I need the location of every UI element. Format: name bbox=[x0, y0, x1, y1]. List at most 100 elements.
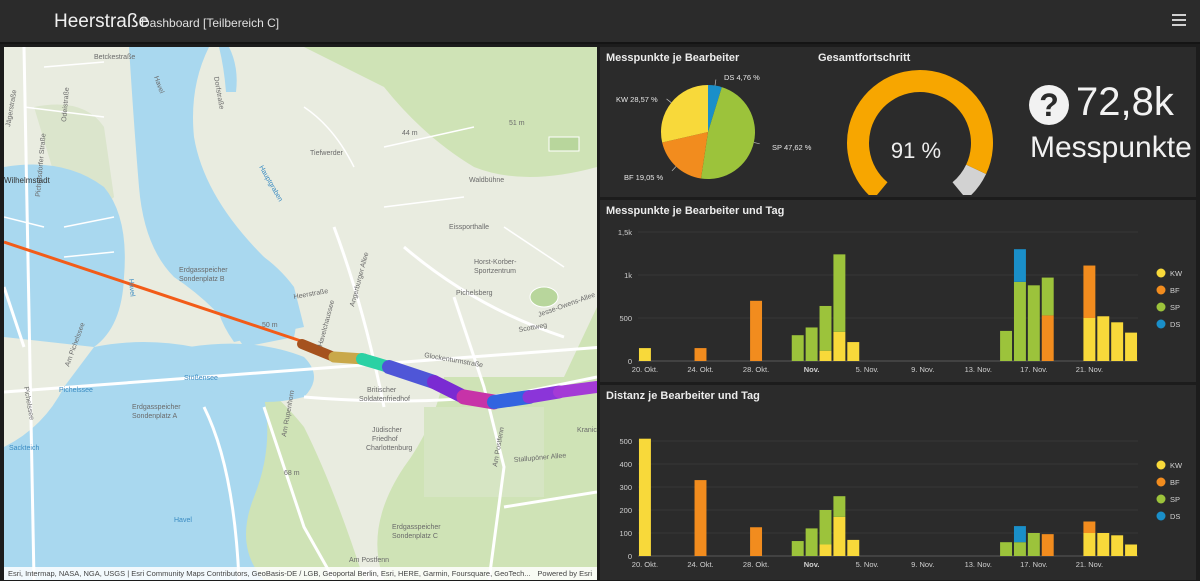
map-label: Britischer bbox=[367, 387, 397, 394]
x-tick-label: 20. Okt. bbox=[632, 365, 658, 374]
bar-kw[interactable] bbox=[847, 342, 860, 361]
pie-chart: DS 4,76 % SP 47,62 % BF 19,05 % KW 28,57 % bbox=[616, 73, 812, 182]
bar-sp[interactable] bbox=[1000, 330, 1013, 361]
y-tick-label: 1k bbox=[624, 271, 632, 280]
gauge-chart bbox=[847, 70, 993, 195]
map-label: Waldbühne bbox=[469, 177, 504, 184]
bar-bf[interactable] bbox=[750, 527, 763, 556]
bar-kw[interactable] bbox=[1097, 533, 1110, 556]
bar-kw[interactable] bbox=[1097, 316, 1110, 361]
bar-kw[interactable] bbox=[833, 331, 846, 361]
bar-sp[interactable] bbox=[819, 510, 832, 545]
x-tick-label: 5. Nov. bbox=[856, 560, 879, 569]
gauge-value: 91 % bbox=[890, 138, 942, 163]
map-label: Sackteich bbox=[9, 445, 39, 452]
bar-sp[interactable] bbox=[1000, 542, 1013, 556]
bar-bf[interactable] bbox=[1041, 315, 1054, 361]
bar-bf[interactable] bbox=[694, 480, 707, 556]
legend-swatch-ds bbox=[1156, 319, 1166, 329]
legend-swatch-bf bbox=[1156, 285, 1166, 295]
map-label: Stallupöner Allee bbox=[514, 452, 567, 464]
chart1-title: Messpunkte je Bearbeiter und Tag bbox=[606, 205, 785, 217]
bar-kw[interactable] bbox=[1125, 544, 1138, 557]
map-label: Eissporthalle bbox=[449, 224, 489, 231]
powered-by-text[interactable]: Powered by Esri bbox=[537, 569, 592, 578]
bar-sp[interactable] bbox=[1027, 533, 1040, 556]
bar-kw[interactable] bbox=[638, 348, 651, 361]
bar-bf[interactable] bbox=[1041, 534, 1054, 556]
legend-label-sp[interactable]: SP bbox=[1170, 303, 1180, 312]
map-label: Odeistraße bbox=[61, 87, 71, 122]
bar-sp[interactable] bbox=[805, 327, 818, 361]
legend-swatch-bf bbox=[1156, 477, 1166, 487]
bar-ds[interactable] bbox=[1013, 249, 1026, 282]
bar-sp[interactable] bbox=[1041, 277, 1054, 316]
bar-kw[interactable] bbox=[819, 544, 832, 557]
bar-bf[interactable] bbox=[694, 348, 707, 361]
map-label: Friedhof bbox=[372, 436, 398, 443]
map-label: Havel bbox=[174, 517, 192, 524]
gauge-track bbox=[952, 164, 987, 195]
y-tick-label: 1,5k bbox=[618, 228, 632, 237]
menu-icon[interactable] bbox=[1172, 14, 1186, 26]
map-attribution: Esri, Intermap, NASA, NGA, USGS | Esri C… bbox=[4, 567, 597, 580]
map-label: Charlottenburg bbox=[366, 445, 412, 452]
legend-label-ds[interactable]: DS bbox=[1170, 320, 1180, 329]
bar-bf[interactable] bbox=[1083, 265, 1096, 318]
pie-slice-ds[interactable] bbox=[708, 85, 722, 132]
legend-label-bf[interactable]: BF bbox=[1170, 286, 1180, 295]
map-label: Stößensee bbox=[184, 375, 218, 382]
bar-kw[interactable] bbox=[1083, 533, 1096, 556]
pie-slice-bf[interactable] bbox=[662, 132, 708, 179]
map-label: Sondenplatz C bbox=[392, 533, 438, 540]
pie-label-sp: SP 47,62 % bbox=[772, 143, 812, 152]
bar-sp[interactable] bbox=[1013, 281, 1026, 361]
pie-leader-line bbox=[753, 142, 760, 145]
legend-label-bf[interactable]: BF bbox=[1170, 478, 1180, 487]
pie-slice-sp[interactable] bbox=[700, 87, 755, 179]
pie-leader-line bbox=[666, 98, 672, 103]
bar-bf[interactable] bbox=[750, 300, 763, 361]
pie-leader-line bbox=[671, 166, 677, 172]
app-title: Heerstraße bbox=[54, 11, 150, 32]
legend-swatch-ds bbox=[1156, 511, 1166, 521]
bar-kw[interactable] bbox=[1125, 332, 1138, 361]
bar-kw[interactable] bbox=[1083, 318, 1096, 361]
pie-slice-kw[interactable] bbox=[661, 85, 708, 143]
legend-label-kw[interactable]: KW bbox=[1170, 269, 1183, 278]
map-label: Sondenplatz A bbox=[132, 413, 177, 420]
bar-sp[interactable] bbox=[791, 335, 804, 361]
bar-kw[interactable] bbox=[819, 350, 832, 361]
bar-sp[interactable] bbox=[1013, 542, 1026, 556]
x-tick-label: 20. Okt. bbox=[632, 560, 658, 569]
x-tick-label: 5. Nov. bbox=[856, 365, 879, 374]
legend-label-ds[interactable]: DS bbox=[1170, 512, 1180, 521]
bar-kw[interactable] bbox=[1111, 535, 1124, 556]
gauge-title: Gesamtfortschritt bbox=[818, 52, 911, 64]
pie-leader-line bbox=[714, 79, 717, 86]
bar-ds[interactable] bbox=[1013, 526, 1026, 543]
x-tick-label: 13. Nov. bbox=[965, 560, 992, 569]
x-tick-label: Nov. bbox=[804, 560, 820, 569]
bar-kw[interactable] bbox=[1111, 322, 1124, 361]
bar-bf[interactable] bbox=[1083, 521, 1096, 534]
bar-sp[interactable] bbox=[791, 541, 804, 556]
bar-sp[interactable] bbox=[805, 528, 818, 556]
bar-sp[interactable] bbox=[833, 496, 846, 517]
map-canvas[interactable]: Betckestraße Havel Dorfstraße Jägerstraß… bbox=[4, 47, 597, 580]
bar-sp[interactable] bbox=[833, 254, 846, 332]
legend-label-kw[interactable]: KW bbox=[1170, 461, 1183, 470]
bar-kw[interactable] bbox=[833, 516, 846, 556]
bar-kw[interactable] bbox=[638, 438, 651, 556]
bar-sp[interactable] bbox=[819, 305, 832, 351]
x-tick-label: 28. Okt. bbox=[743, 365, 769, 374]
bar-sp[interactable] bbox=[1027, 285, 1040, 361]
bar-kw[interactable] bbox=[847, 539, 860, 556]
legend-label-sp[interactable]: SP bbox=[1170, 495, 1180, 504]
map-label: Betckestraße bbox=[94, 54, 135, 61]
map-label: Erdgasspeicher bbox=[179, 267, 228, 274]
map-view[interactable]: Betckestraße Havel Dorfstraße Jägerstraß… bbox=[4, 47, 597, 580]
x-tick-label: 24. Okt. bbox=[687, 365, 713, 374]
chart2-title: Distanz je Bearbeiter und Tag bbox=[606, 390, 760, 402]
pie-label-kw: KW 28,57 % bbox=[616, 95, 658, 104]
